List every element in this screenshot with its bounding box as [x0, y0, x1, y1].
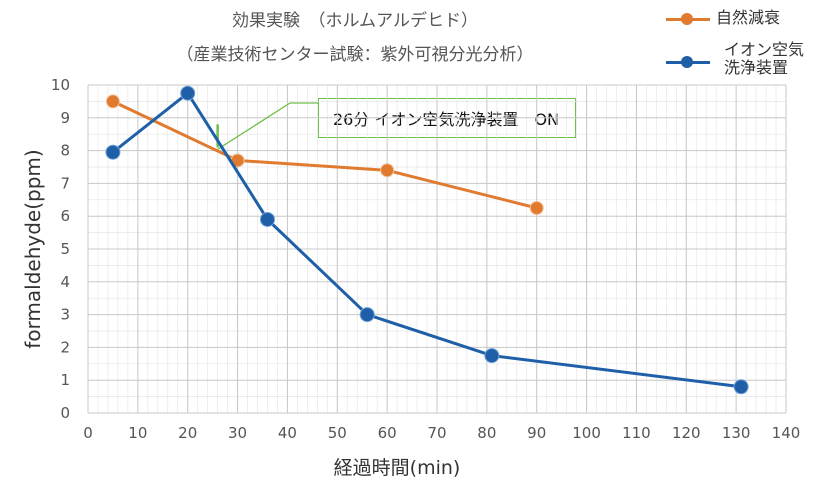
legend-marker-blue — [681, 56, 693, 68]
series-1-point — [259, 211, 275, 227]
x-tick-label: 40 — [278, 424, 297, 442]
y-tick-label: 1 — [60, 371, 70, 389]
legend-label-natural-decay: 自然減衰 — [716, 8, 781, 27]
x-tick-label: 80 — [477, 424, 496, 442]
x-tick-label: 10 — [128, 424, 147, 442]
chart-subtitle: （産業技術センター試験：紫外可視分光分析） — [176, 45, 534, 65]
y-tick-label: 7 — [60, 174, 70, 192]
y-tick-label: 5 — [60, 240, 70, 258]
series-1-point — [180, 85, 196, 101]
legend-marker-orange — [681, 13, 693, 25]
series-line-0 — [112, 100, 538, 210]
x-tick-label: 30 — [228, 424, 247, 442]
x-tick-label: 0 — [83, 424, 93, 442]
y-tick-label: 9 — [60, 109, 70, 127]
annotation-text: 26分 イオン空気洗浄装置 ON — [333, 110, 560, 129]
series-1-point — [484, 348, 500, 364]
y-tick-label: 6 — [60, 207, 70, 225]
y-tick-label: 10 — [51, 76, 70, 94]
y-tick-label: 2 — [60, 338, 70, 356]
series-0-point — [380, 163, 395, 178]
y-tick-label: 3 — [60, 306, 70, 324]
series-1-point — [359, 307, 375, 323]
y-tick-label: 8 — [60, 142, 70, 160]
x-tick-label: 20 — [178, 424, 197, 442]
y-tick-label: 0 — [60, 404, 70, 422]
x-tick-label: 60 — [378, 424, 397, 442]
x-tick-label: 50 — [328, 424, 347, 442]
x-tick-label: 130 — [722, 424, 751, 442]
chart-title: 効果実験 （ホルムアルデヒド） — [232, 11, 478, 31]
y-axis-label: formaldehyde(ppm) — [21, 149, 45, 348]
x-tick-label: 120 — [672, 424, 701, 442]
legend-label-ion-air-line2: 洗浄装置 — [724, 58, 789, 77]
y-tick-label: 4 — [60, 273, 70, 291]
legend-label-ion-air-line1: イオン空気 — [724, 40, 805, 59]
x-tick-label: 110 — [622, 424, 651, 442]
x-tick-label: 70 — [427, 424, 446, 442]
x-axis-label: 経過時間(min) — [334, 457, 461, 479]
x-tick-label: 140 — [772, 424, 801, 442]
x-tick-label: 90 — [527, 424, 546, 442]
annotation-leader-line — [217, 102, 318, 150]
series-0-point — [105, 94, 120, 109]
series-0-point — [529, 201, 544, 215]
series-1-point — [733, 379, 749, 395]
series-1-point — [105, 144, 121, 160]
x-tick-label: 100 — [572, 424, 601, 442]
series-line-1 — [111, 91, 742, 389]
